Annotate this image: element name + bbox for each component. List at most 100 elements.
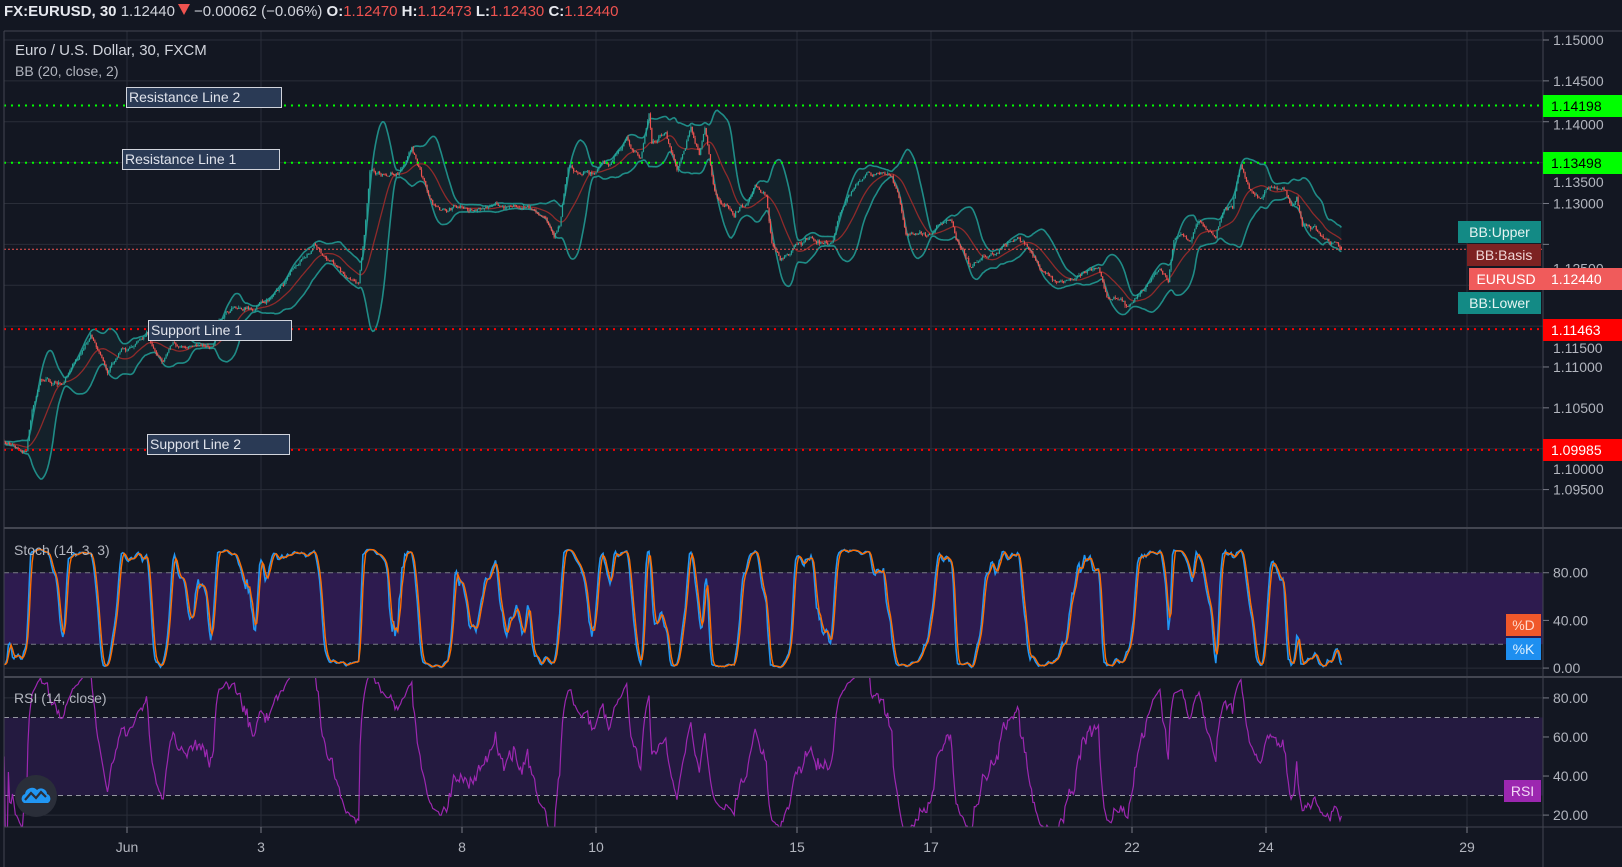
candle-body [853,187,855,190]
candle-body [1152,275,1154,279]
candle-body [222,317,224,319]
bb-legend[interactable]: BB (20, close, 2) [15,63,119,79]
candle-body [1273,187,1275,189]
support-line-1-label[interactable]: Support Line 1 [148,320,292,341]
price-axis-label: 1.10500 [1553,400,1604,416]
candle-body [813,238,815,240]
candle-body [1110,299,1112,300]
close-label: C: [548,3,565,20]
stoch-legend[interactable]: Stoch (14, 3, 3) [14,542,110,558]
candle-body [292,268,294,270]
candle-body [648,113,650,122]
candle-body [249,307,251,310]
candle-body [1187,238,1189,241]
candle-body [1328,238,1330,242]
support-line-1-price-tag: 1.11463 [1543,319,1622,341]
price-pane[interactable] [4,104,1543,480]
candle-body [90,334,92,340]
symbol-name[interactable]: FX:EURUSD, 30 [4,3,117,20]
support-line-2-label[interactable]: Support Line 2 [147,434,290,455]
stoch-pane[interactable] [4,548,1343,669]
candle-body [84,344,86,349]
candle-body [404,164,406,166]
candle-body [104,361,106,365]
rsi-legend[interactable]: RSI (14, close) [14,690,107,706]
candle-body [45,378,47,381]
candle-body [880,172,882,175]
candle-body [755,184,758,187]
candle-body [605,162,607,164]
candle-body [751,192,753,196]
candle-body [1206,229,1208,231]
candle-body [1244,171,1246,178]
candle-body [478,208,480,210]
candle-body [1120,298,1122,300]
candle-body [1176,237,1178,239]
candle-body [454,204,456,206]
candle-body [768,208,770,222]
candle-body [1247,181,1249,185]
candle-body [1282,187,1284,190]
candle-body [1245,177,1248,182]
rsi-pane[interactable] [4,664,1342,854]
candle-body [870,172,872,176]
candle-body [1095,267,1097,269]
candle-body [948,220,950,221]
candle-body [207,345,209,348]
candle-body [126,350,128,352]
candle-body [855,184,857,188]
candle-body [614,154,617,156]
candle-body [1241,164,1243,169]
candle-body [48,378,50,382]
candle-body [781,257,783,261]
candle-body [961,247,963,249]
candle-body [1125,304,1128,307]
time-axis-label: 15 [789,839,805,855]
candle-body [55,381,57,383]
resistance-line-1-label[interactable]: Resistance Line 1 [122,149,280,170]
candle-body [87,341,89,344]
tradingview-logo[interactable] [15,775,57,817]
candle-body [882,172,885,174]
candle-body [587,170,589,172]
candle-body [1171,249,1174,260]
candle-body [633,149,635,152]
candle-body [757,186,759,188]
candle-body [1075,277,1077,280]
candle-body [1300,211,1302,218]
candle-body [1044,272,1047,274]
series-legend-title[interactable]: Euro / U.S. Dollar, 30, FXCM [15,42,207,59]
candle-body [1321,236,1323,237]
candle-body [1145,286,1147,291]
candle-body [721,202,723,204]
candle-body [193,345,195,347]
candle-body [1096,268,1098,269]
last-price: 1.12440 [120,3,175,20]
candle-body [395,173,397,177]
candle-body [271,296,273,298]
candle-body [1217,226,1220,231]
candle-body [856,183,858,185]
candle-body [1197,224,1199,226]
candle-body [282,285,284,287]
candle-body [623,142,625,147]
candle-body [353,280,356,282]
candle-body [617,150,619,154]
candle-body [1170,259,1172,271]
resistance-line-2-price-tag: 1.14198 [1543,95,1622,117]
candle-body [497,204,499,206]
candle-body [1160,268,1162,271]
resistance-line-2-label[interactable]: Resistance Line 2 [126,87,282,108]
candle-body [366,203,368,221]
candle-body [857,181,860,184]
candle-body [521,207,523,210]
candle-body [1099,267,1101,273]
candle-body [444,208,446,210]
candle-body [176,345,178,347]
candle-body [564,184,566,195]
candle-body [927,234,929,237]
candle-body [634,151,636,153]
candle-body [790,250,793,254]
candle-body [76,360,78,362]
